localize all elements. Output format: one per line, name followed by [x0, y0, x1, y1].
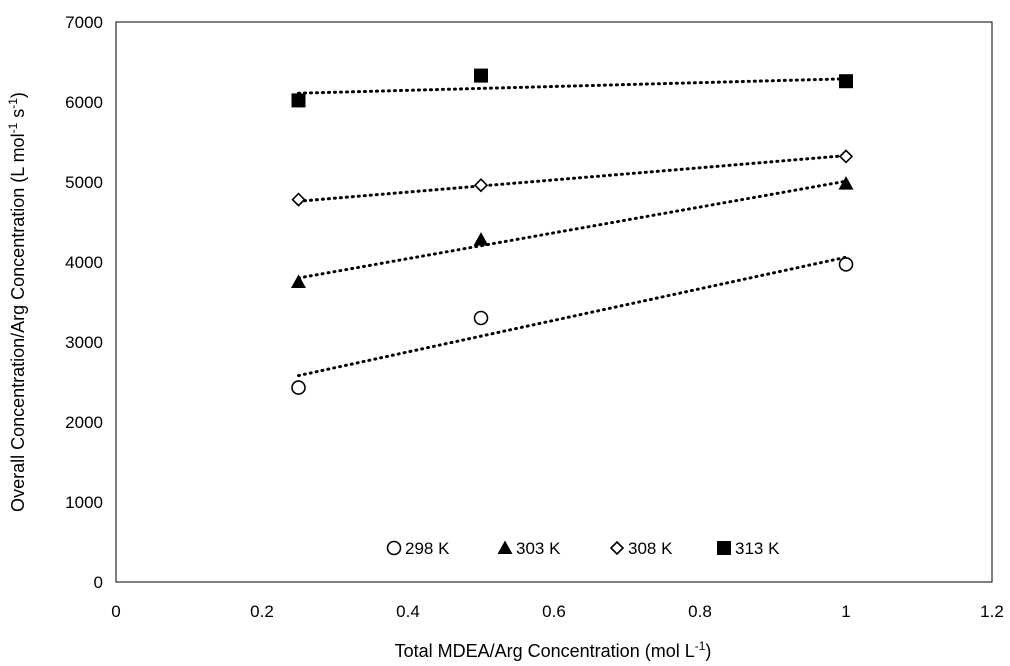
plot-area-frame	[115, 21, 993, 583]
legend-marker	[386, 540, 402, 556]
legend-label: 303 K	[516, 539, 561, 558]
y-tick-label: 7000	[65, 13, 103, 32]
x-tick-label: 0	[111, 602, 120, 621]
x-tick-label: 1.2	[980, 602, 1004, 621]
trendline	[297, 255, 848, 378]
data-point	[473, 310, 489, 326]
legend: 298 K 303 K 308 K 313 K	[386, 539, 780, 558]
x-axis-title-end: )	[705, 641, 711, 661]
data-point	[838, 176, 854, 190]
x-tick-label: 0.6	[542, 602, 566, 621]
y-axis-title-part2: s	[8, 109, 28, 123]
x-tick-label: 1	[841, 602, 850, 621]
data-point	[291, 274, 306, 288]
trendline	[297, 154, 848, 203]
legend-marker	[717, 541, 731, 555]
data-point	[838, 149, 854, 164]
y-axis-title-part1: Overall Concentration/Arg Concentration …	[8, 133, 28, 512]
legend-label: 308 K	[628, 539, 673, 558]
data-point	[474, 68, 488, 83]
data-markers	[291, 68, 854, 395]
x-axis: 0 0.2 0.4 0.6 0.8 1 1.2	[111, 602, 1004, 621]
data-point	[838, 257, 854, 272]
y-tick-label: 3000	[65, 333, 103, 352]
trendlines	[297, 77, 848, 378]
y-axis-title-sup1: -1	[6, 122, 20, 133]
y-tick-label: 4000	[65, 253, 103, 272]
y-axis-title-end: )	[8, 92, 28, 98]
data-point	[291, 380, 306, 395]
y-tick-label: 2000	[65, 413, 103, 432]
x-tick-label: 0.8	[688, 602, 712, 621]
data-point	[839, 74, 853, 89]
trendline	[297, 179, 848, 280]
legend-marker	[609, 540, 625, 556]
legend-marker	[497, 540, 513, 554]
x-axis-title: Total MDEA/Arg Concentration (mol L-1)	[395, 639, 712, 661]
data-point	[473, 178, 489, 193]
data-point	[291, 93, 306, 108]
x-axis-title-main: Total MDEA/Arg Concentration (mol L	[395, 641, 695, 661]
trendline	[297, 77, 848, 95]
data-point	[473, 232, 489, 246]
legend-label: 313 K	[735, 539, 780, 558]
y-axis-title-sup2: -1	[6, 98, 20, 109]
y-tick-label: 6000	[65, 93, 103, 112]
y-tick-label: 1000	[65, 493, 103, 512]
y-axis-title: Overall Concentration/Arg Concentration …	[6, 92, 28, 512]
y-axis: 0 1000 2000 3000 4000 5000 6000 7000	[65, 13, 103, 592]
y-tick-label: 5000	[65, 173, 103, 192]
x-tick-label: 0.4	[396, 602, 420, 621]
legend-label: 298 K	[405, 539, 450, 558]
x-tick-label: 0.2	[250, 602, 274, 621]
y-tick-label: 0	[94, 573, 103, 592]
data-point	[291, 192, 306, 207]
x-axis-title-sup: -1	[695, 639, 706, 653]
